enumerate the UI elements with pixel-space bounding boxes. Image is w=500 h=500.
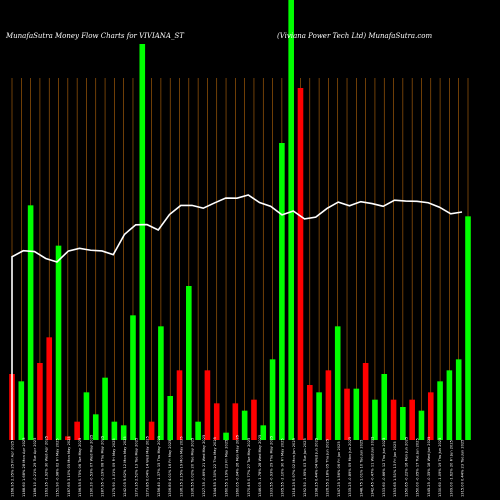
x-tick-label: 1273.35 2.52% 13 Tue May 2025 xyxy=(134,438,138,497)
x-tick-label: 1187.65 3.10% 05 Mon May 2025 xyxy=(67,436,71,497)
volume-bar xyxy=(223,432,229,440)
x-tick-label: 1348.75 1.01% 10 Tue Jun 2025 xyxy=(359,440,363,497)
volume-bar xyxy=(241,410,248,440)
x-tick-label: 1306.80 4.01% 16 Fri May 2025 xyxy=(168,440,172,497)
volume-bar xyxy=(325,370,332,440)
volume-bar xyxy=(446,370,453,440)
x-tick-label: 1336.25 2.25% 19 Mon May 2025 xyxy=(179,436,183,497)
x-tick-label: 1360.05 -0.04% 26 Mon May 2025 xyxy=(236,435,240,497)
volume-bar xyxy=(390,399,397,440)
volume-bar xyxy=(186,286,192,440)
x-tick-label: 1336.55 0.02% 20 Tue May 2025 xyxy=(191,438,195,497)
x-tick-label: 1186.10 -0.21% 29 Tue Apr 2025 xyxy=(33,438,37,497)
volume-bar xyxy=(232,403,239,440)
x-tick-label: 1330.60 -1.09% 19 Thu Jun 2025 xyxy=(438,438,442,497)
x-tick-label: 1305.55 -2.10% 30 Fri May 2025 xyxy=(281,438,285,497)
volume-bar xyxy=(120,425,127,440)
x-tick-label: 1326.55 2.18% 05 Thu Jun 2025 xyxy=(326,439,330,497)
volume-bar xyxy=(269,359,276,440)
x-tick-label: 1350.00 -0.05% 17 Tue Jun 2025 xyxy=(416,438,420,497)
x-tick-label: 1315.00 0.44% 23 Tue Jun 2025 xyxy=(461,440,465,497)
volume-bar xyxy=(83,392,90,440)
x-tick-label: 1353.65 1.51% 13 Fri Jun 2025 xyxy=(393,441,397,497)
volume-bar xyxy=(260,425,267,440)
volume-bar xyxy=(297,88,304,440)
x-tick-label: 1327.35 -0.69% 21 Wed May 2025 xyxy=(202,435,206,497)
volume-bar xyxy=(130,315,136,440)
volume-bars xyxy=(9,0,471,440)
volume-bar xyxy=(102,377,108,440)
x-tick-label: 1151.90 -0.98% 02 Fri May 2025 xyxy=(56,438,60,497)
volume-bar xyxy=(437,381,443,440)
price-line-path xyxy=(11,194,463,440)
chart-title-left: MunafaSutra Money Flow Charts for VIVIAN… xyxy=(5,32,185,40)
x-tick-label: 1188.60 1.68% 28 Mon Apr 2025 xyxy=(22,437,26,497)
x-tick-label: 1360.55 1.19% 23 Fri May 2025 xyxy=(224,440,228,497)
x-tick-label: 1273.85 0.04% 14 Wed May 2025 xyxy=(146,436,150,497)
volume-bar xyxy=(65,436,71,440)
volume-bar xyxy=(251,399,257,440)
x-tick-label: 1163.35 -1.92% 30 Wed Apr 2025 xyxy=(44,436,48,497)
volume-bar xyxy=(353,388,360,440)
volume-bar xyxy=(372,399,378,440)
volume-bar xyxy=(176,370,183,440)
x-tick-label: 1168.95 2.35% 25 Fri Apr 2025 xyxy=(11,441,15,497)
x-tick-label: 1344.55 1.30% 22 Thu May 2025 xyxy=(213,437,217,497)
x-tick-label: 1350.65 -0.22% 16 Mon Jun 2025 xyxy=(404,437,408,497)
x-tick-label: 1345.25 -0.35% 18 Wed Jun 2025 xyxy=(427,437,431,497)
volume-bar xyxy=(92,414,99,440)
volume-bar xyxy=(316,392,322,440)
volume-bar xyxy=(74,421,80,440)
volume-bar xyxy=(195,421,201,440)
volume-bar xyxy=(158,326,164,440)
volume-bar xyxy=(465,216,471,440)
volume-bar xyxy=(204,370,211,440)
price-line xyxy=(11,194,463,440)
volume-bar xyxy=(148,421,155,440)
x-tick-label: 1175.90 -1.01% 09 Fri May 2025 xyxy=(112,438,116,497)
x-tick-label: 1298.25 0.44% 04 Wed Jun 2025 xyxy=(314,438,318,497)
volume-bar xyxy=(334,326,341,440)
x-tick-label: 1196.55 0.75% 06 Tue May 2025 xyxy=(78,438,82,497)
volume-bar xyxy=(344,388,350,440)
x-tick-label: 1333.60 -0.66% 12 Thu Jun 2025 xyxy=(382,438,386,497)
volume-bar xyxy=(362,363,369,440)
volume-bar xyxy=(27,205,34,440)
x-tick-label: 1346.05 -1.78% 28 Wed May 2025 xyxy=(258,435,262,497)
volume-bar xyxy=(46,337,53,440)
volume-bar xyxy=(213,403,220,440)
volume-bar xyxy=(288,0,294,440)
x-axis-labels: 1315.00 0.44% 23 Tue Jun 2025 1309.00 -1.… xyxy=(11,435,465,497)
volume-bar xyxy=(55,245,62,440)
volume-bar xyxy=(111,421,118,440)
volume-bar xyxy=(409,399,415,440)
volume-bar xyxy=(279,143,285,440)
volume-bar xyxy=(455,359,462,440)
volume-bar xyxy=(418,410,425,440)
volume-bar xyxy=(427,392,434,440)
volume-bar xyxy=(37,363,43,440)
x-tick-label: 1342.45 -0.47% 11 Wed Jun 2025 xyxy=(371,437,375,497)
x-tick-label: 1187.95 -0.19% 08 Thu May 2025 xyxy=(101,436,105,497)
volume-bar xyxy=(139,44,146,440)
volume-bar xyxy=(306,385,313,440)
volume-bar xyxy=(167,396,174,440)
x-tick-label: 1242.05 5.62% 12 Mon May 2025 xyxy=(123,436,127,497)
x-tick-label: 1256.40 -1.37% 15 Thu May 2025 xyxy=(157,436,161,497)
x-tick-label: 1335.25 -0.89% 09 Mon Jun 2025 xyxy=(348,437,352,497)
x-tick-label: 1309.00 -1.62% 20 Fri Jun 2025 xyxy=(449,440,453,497)
x-tick-label: 1347.25 1.56% 06 Fri Jun 2025 xyxy=(337,441,341,497)
volume-bar xyxy=(18,381,25,440)
x-tick-label: 1370.45 0.77% 27 Tue May 2025 xyxy=(247,438,251,497)
volume-bar xyxy=(381,374,388,440)
x-tick-label: 1292.50 -1.95% 03 Tue Jun 2025 xyxy=(303,438,307,497)
x-tick-label: 1190.20 -0.53% 07 Wed May 2025 xyxy=(89,435,93,497)
x-tick-label: 1318.25 0.97% 02 Mon Jun 2025 xyxy=(292,438,296,497)
volume-bar xyxy=(400,407,406,440)
chart-title-right: (Viviana Power Tech Ltd) MunafaSutra.com xyxy=(277,32,432,40)
x-tick-label: 1333.55 -0.93% 29 Thu May 2025 xyxy=(269,436,273,497)
